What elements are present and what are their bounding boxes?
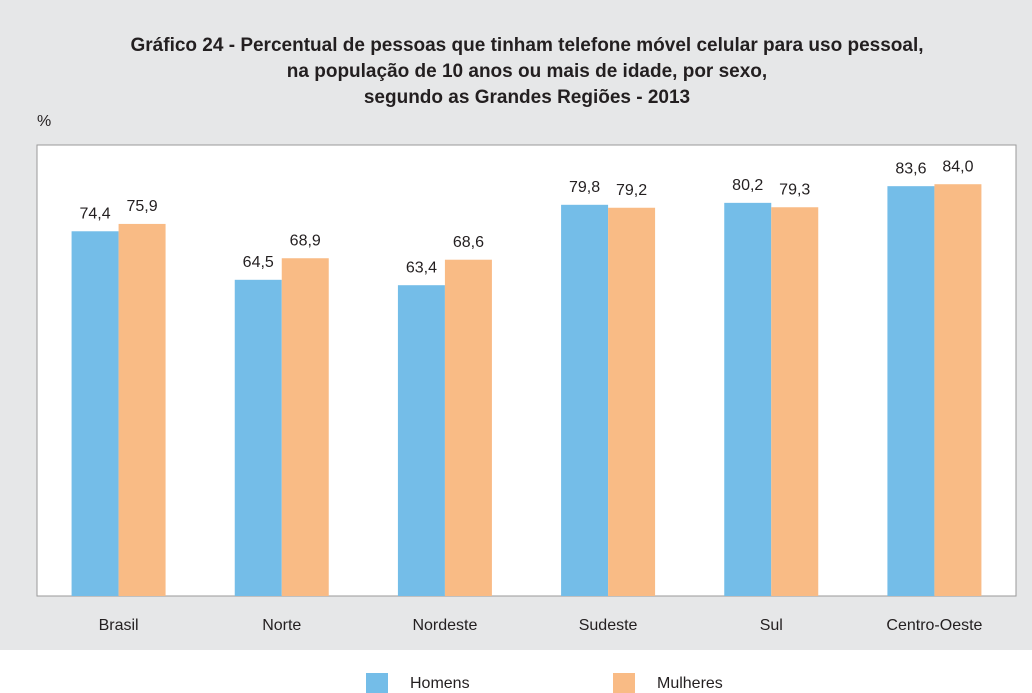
data-label: 83,6 xyxy=(895,160,926,177)
data-label: 80,2 xyxy=(732,177,763,194)
data-label: 74,4 xyxy=(80,205,111,222)
bar xyxy=(281,258,329,596)
bar xyxy=(234,279,282,596)
data-label: 64,5 xyxy=(243,254,274,271)
bar xyxy=(934,184,982,596)
legend-swatch xyxy=(366,673,388,693)
data-label: 79,2 xyxy=(616,182,647,199)
legend-swatch xyxy=(613,673,635,693)
x-tick-label: Sul xyxy=(760,617,783,634)
x-tick-label: Brasil xyxy=(99,617,139,634)
plot-area xyxy=(36,144,1017,597)
data-label: 75,9 xyxy=(127,198,158,215)
data-label: 63,4 xyxy=(406,259,437,276)
bar xyxy=(118,223,166,597)
x-tick-label: Nordeste xyxy=(412,617,477,634)
data-label: 79,3 xyxy=(779,181,810,198)
legend-label: Homens xyxy=(410,675,470,692)
bar xyxy=(608,207,656,596)
bar xyxy=(887,186,935,596)
legend-label: Mulheres xyxy=(657,675,723,692)
chart-title: segundo as Grandes Regiões - 2013 xyxy=(364,87,690,108)
bar xyxy=(724,202,772,597)
data-label: 84,0 xyxy=(942,158,973,175)
x-tick-label: Sudeste xyxy=(579,617,638,634)
bar xyxy=(444,259,492,596)
chart-title: Gráfico 24 - Percentual de pessoas que t… xyxy=(131,35,924,56)
x-tick-label: Centro-Oeste xyxy=(886,617,982,634)
x-tick-label: Norte xyxy=(262,617,301,634)
y-axis-label: % xyxy=(37,113,51,130)
data-label: 68,9 xyxy=(290,232,321,249)
bar xyxy=(71,231,119,596)
data-label: 79,8 xyxy=(569,179,600,196)
chart-title: na população de 10 anos ou mais de idade… xyxy=(287,61,767,82)
bar xyxy=(771,207,819,596)
bar xyxy=(397,285,445,596)
bar xyxy=(561,204,609,596)
data-label: 68,6 xyxy=(453,234,484,251)
